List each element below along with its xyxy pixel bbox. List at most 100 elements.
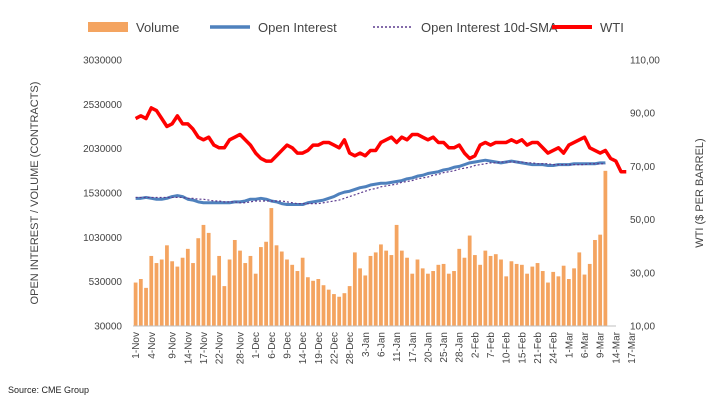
volume-bar	[593, 239, 597, 326]
volume-bar	[248, 255, 253, 326]
x-tick-label: 9-Dec	[282, 332, 293, 359]
volume-bar	[603, 170, 608, 326]
right-axis-ticks: 10,00 30,00 50,00 70,00 90,00 110,00	[630, 56, 660, 333]
volume-bar	[238, 250, 242, 326]
volume-bar	[368, 255, 373, 326]
volume-bar	[514, 263, 519, 326]
volume-bar	[269, 208, 274, 326]
x-tick-label: 9-Nov	[168, 332, 179, 359]
volume-bar	[467, 235, 472, 326]
volume-bar	[431, 271, 436, 326]
volume-bar	[457, 248, 462, 326]
volume-bar	[352, 252, 357, 326]
x-tick-label: 28-Dec	[345, 332, 356, 364]
volume-bar	[483, 250, 488, 326]
volume-bar	[337, 296, 342, 326]
volume-bar	[551, 271, 556, 326]
legend-label-2: Open Interest 10d-SMA	[421, 20, 558, 35]
x-tick-label: 9-Mar	[596, 331, 607, 358]
volume-bar	[264, 241, 268, 326]
x-tick-label: 24-Feb	[549, 332, 560, 364]
left-tick-label: 3030000	[83, 56, 122, 67]
left-tick-label: 530000	[89, 277, 123, 288]
right-tick-label: 10,00	[630, 322, 655, 333]
volume-bar	[488, 255, 493, 326]
legend-label-1: Open Interest	[258, 20, 337, 35]
volume-bar	[478, 264, 482, 326]
volume-bar	[379, 244, 383, 326]
volume-bar	[259, 247, 263, 326]
open-interest-line	[135, 158, 606, 207]
volume-bar	[363, 275, 368, 326]
open-interest-sma-line	[135, 161, 606, 205]
x-tick-label: 17-Mar	[627, 331, 638, 363]
volume-bar	[384, 250, 389, 326]
volume-bar	[373, 252, 378, 326]
volume-bar	[347, 286, 352, 326]
volume-bar	[180, 257, 185, 326]
left-tick-label: 1530000	[83, 189, 122, 200]
x-tick-label: 21-Feb	[533, 332, 544, 364]
volume-bar	[535, 263, 540, 326]
left-tick-label: 1030000	[83, 233, 122, 244]
x-tick-label: 2-Feb	[470, 332, 481, 359]
volume-bar	[138, 279, 143, 326]
legend: Volume Open Interest Open Interest 10d-SMA…	[88, 20, 624, 35]
volume-bar	[154, 263, 159, 326]
left-tick-label: 2530000	[83, 100, 122, 111]
x-tick-label: 7-Feb	[486, 332, 497, 359]
legend-label-3: WTI	[600, 20, 624, 35]
x-tick-label: 22-Nov	[215, 332, 226, 364]
volume-bar	[499, 259, 503, 326]
x-tick-label: 17-Jan	[408, 332, 419, 363]
volume-bar	[285, 259, 289, 326]
volume-bar	[405, 257, 409, 326]
volume-bar	[274, 245, 279, 326]
volume-bar	[587, 263, 592, 326]
volume-bar	[279, 251, 284, 326]
volume-bar	[191, 263, 195, 326]
volume-bar	[389, 255, 394, 326]
volume-bar	[415, 259, 420, 326]
volume-bar	[426, 273, 430, 326]
volume-bar	[185, 248, 190, 326]
x-tick-label: 25-Jan	[439, 332, 450, 363]
x-tick-label: 1-Mar	[564, 331, 575, 358]
wti-line	[134, 106, 627, 174]
volume-bar	[175, 266, 180, 326]
volume-bar	[556, 276, 561, 326]
right-axis-title: WTI ($ PER BARREL)	[694, 138, 706, 247]
x-tick-label: 22-Dec	[329, 332, 340, 364]
volume-bar	[217, 255, 222, 326]
x-tick-label: 6-Mar	[580, 331, 591, 358]
x-tick-label: 14-Nov	[183, 332, 194, 364]
volume-bar	[582, 274, 587, 326]
volume-bar	[305, 277, 310, 326]
volume-bar	[493, 254, 498, 326]
right-tick-label: 50,00	[630, 215, 655, 226]
volume-bar	[311, 280, 315, 326]
left-axis-ticks: 30000 530000 1030000 1530000 2030000 2530000 3…	[83, 56, 122, 333]
volume-bar	[196, 238, 201, 326]
x-tick-label: 10-Feb	[502, 332, 513, 364]
legend-swatch-0	[88, 22, 128, 32]
x-axis-ticks: 1-Nov 4-Nov 9-Nov 14-Nov 17-Nov 22-Nov 28-Nov 1…	[131, 331, 638, 364]
x-tick-label: 19-Dec	[314, 332, 325, 364]
right-tick-label: 110,00	[630, 56, 660, 67]
volume-bar	[525, 273, 529, 326]
volume-bar	[227, 259, 232, 326]
volume-bar	[253, 273, 258, 326]
volume-bar	[410, 273, 415, 326]
right-tick-label: 30,00	[630, 268, 655, 279]
volume-bar	[232, 239, 237, 326]
x-tick-label: 1-Nov	[131, 332, 142, 359]
volume-bar	[290, 264, 295, 326]
volume-bar	[212, 275, 216, 326]
x-tick-label: 4-Nov	[147, 332, 158, 359]
volume-bar	[295, 271, 300, 326]
volume-bar	[399, 250, 404, 326]
volume-bar	[462, 257, 467, 326]
x-tick-label: 17-Nov	[199, 332, 210, 364]
